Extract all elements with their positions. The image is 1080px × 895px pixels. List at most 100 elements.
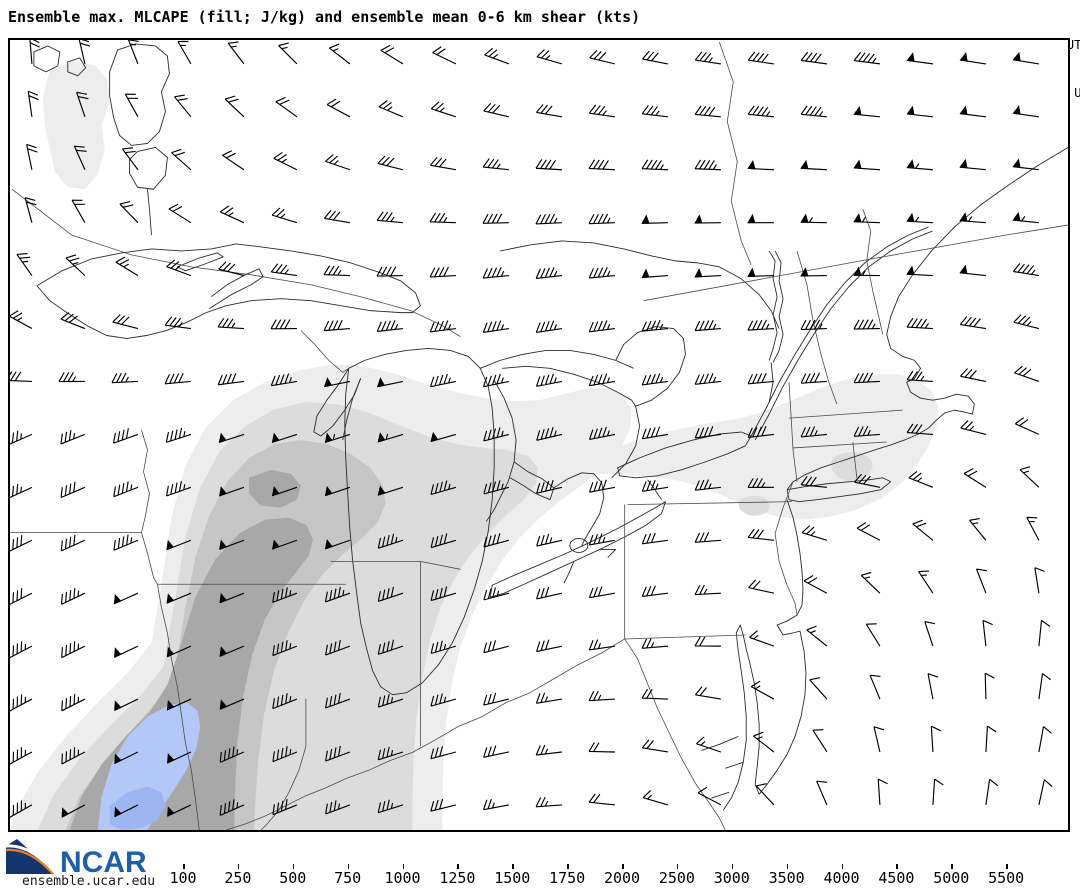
wind-barb xyxy=(694,426,721,439)
wind-barb xyxy=(694,636,721,647)
wind-barb-pennant xyxy=(167,753,175,764)
wind-barb xyxy=(271,207,298,224)
wind-barb xyxy=(1014,365,1040,383)
ncar-logo-arc-orange xyxy=(5,848,54,875)
wind-barb xyxy=(865,623,881,647)
wind-barb xyxy=(219,799,245,816)
wind-barb xyxy=(272,799,298,816)
colorbar-label-1250: 1250 xyxy=(439,869,476,887)
boundary-line xyxy=(796,250,838,405)
wind-barb xyxy=(588,159,615,171)
wind-barb-pennant xyxy=(747,267,756,277)
boundary-line xyxy=(788,382,798,482)
cape-fill-250 xyxy=(738,495,770,516)
coastline xyxy=(611,406,641,479)
wind-barb-pennant xyxy=(906,52,915,62)
wind-barb xyxy=(1012,263,1040,277)
wind-barb xyxy=(482,158,509,171)
wind-barb-pennant xyxy=(218,486,227,497)
wind-barb xyxy=(65,254,86,277)
wind-barb xyxy=(483,480,510,495)
coastline xyxy=(176,252,224,272)
wind-barb xyxy=(380,44,404,65)
wind-barb xyxy=(10,310,33,330)
wind-barb xyxy=(270,263,297,277)
wind-barb-pennant xyxy=(377,432,386,443)
boundary-line xyxy=(11,188,461,337)
wind-barb-pennant xyxy=(800,159,809,170)
wind-barb xyxy=(177,40,192,65)
wind-barb xyxy=(73,145,87,170)
wind-barb xyxy=(806,625,828,647)
wind-barb xyxy=(641,479,669,492)
wind-barb xyxy=(927,673,939,700)
wind-barb xyxy=(912,519,934,541)
wind-barb xyxy=(217,317,244,330)
coastline xyxy=(502,365,637,407)
colorbar-label-1000: 1000 xyxy=(384,869,421,887)
wind-barb-pennant xyxy=(747,160,756,170)
wind-barb xyxy=(694,319,721,332)
boundary-line xyxy=(260,698,307,830)
wind-barb xyxy=(113,481,139,498)
wind-barb xyxy=(432,46,457,65)
coastline xyxy=(768,362,774,403)
wind-barb-pennant xyxy=(853,106,862,116)
cape-fill-250 xyxy=(831,452,873,481)
colorbar-label-5000: 5000 xyxy=(933,869,970,887)
boundary-line xyxy=(862,209,884,335)
wind-barb xyxy=(484,47,510,65)
wind-barb xyxy=(589,49,616,65)
coastline xyxy=(725,761,744,769)
wind-barb-pennant xyxy=(800,213,809,223)
cape-fill-1250 xyxy=(109,786,166,830)
wind-barb-pennant xyxy=(959,158,968,169)
wind-barb xyxy=(27,90,39,117)
boundary-line xyxy=(624,638,726,830)
wind-barb xyxy=(932,778,944,805)
wind-barb xyxy=(1038,726,1052,753)
boundary-line xyxy=(643,224,1068,302)
colorbar-label-4500: 4500 xyxy=(878,869,915,887)
wind-barb xyxy=(60,312,86,330)
wind-barb xyxy=(984,672,995,700)
coastline xyxy=(750,226,929,437)
wind-barb xyxy=(969,518,987,541)
colorbar-label-250: 250 xyxy=(224,869,252,887)
wind-barb xyxy=(801,525,828,541)
wind-barb-pennant xyxy=(271,485,280,497)
wind-barb xyxy=(755,783,775,806)
wind-barb xyxy=(217,373,244,386)
wind-barb xyxy=(60,534,86,552)
wind-barb-pennant xyxy=(324,485,333,497)
wind-barb xyxy=(61,747,86,765)
wind-barb xyxy=(430,586,457,602)
wind-barb xyxy=(483,533,510,548)
wind-barb-pennant xyxy=(430,431,439,443)
wind-barb-pennant xyxy=(959,105,968,115)
wind-barb xyxy=(697,786,722,806)
wind-barb xyxy=(877,778,888,805)
wind-barb-pennant xyxy=(641,214,650,224)
coastline xyxy=(768,250,778,361)
wind-barb xyxy=(323,209,351,224)
colorbar-tick xyxy=(676,864,679,869)
colorbar-label-5500: 5500 xyxy=(988,869,1025,887)
wind-barb-pennant xyxy=(166,593,175,604)
wind-barb xyxy=(483,692,510,706)
wind-barb xyxy=(376,320,403,332)
ncar-logo-arc-white xyxy=(5,844,58,875)
wind-barb xyxy=(272,640,298,657)
wind-barb xyxy=(641,426,669,440)
boundary-line xyxy=(226,638,625,830)
wind-barb xyxy=(860,571,881,594)
wind-barb xyxy=(10,694,33,712)
wind-barb xyxy=(588,793,615,806)
wind-barb xyxy=(71,199,86,223)
wind-barb xyxy=(122,147,139,171)
wind-barb xyxy=(641,159,668,171)
wind-barb xyxy=(800,51,827,65)
wind-barb xyxy=(800,475,827,488)
wind-barb xyxy=(119,201,139,224)
